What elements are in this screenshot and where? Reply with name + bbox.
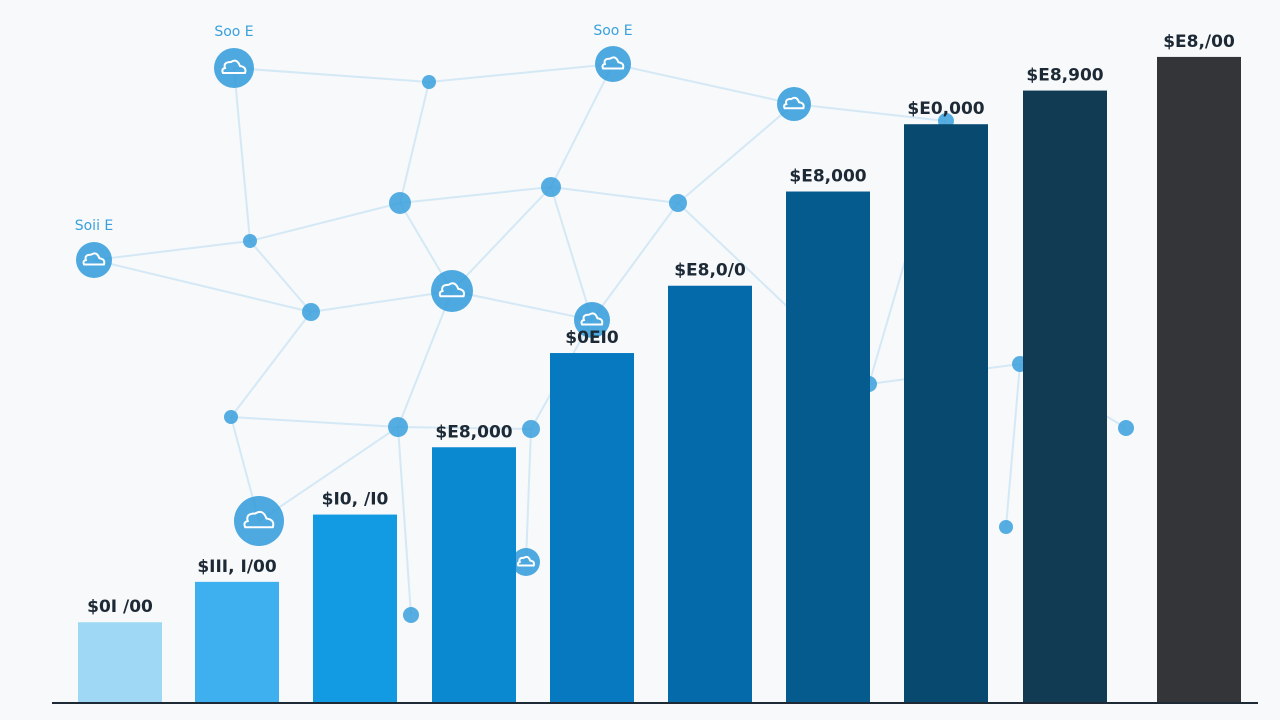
network-link bbox=[230, 416, 399, 428]
cloud-node-icon bbox=[214, 48, 254, 88]
cloud-node-icon bbox=[595, 46, 631, 82]
bar-8 bbox=[904, 124, 988, 704]
cloud-icon bbox=[601, 56, 625, 70]
cloud-node-icon bbox=[76, 242, 112, 278]
cloud-node-icon bbox=[512, 548, 540, 576]
network-node bbox=[541, 177, 561, 197]
bar-value-label-2: $III, I/00 bbox=[197, 557, 277, 577]
network-link bbox=[550, 186, 679, 204]
network-link bbox=[233, 67, 430, 83]
network-link bbox=[230, 311, 312, 418]
network-link bbox=[451, 290, 593, 321]
network-node bbox=[1118, 420, 1134, 436]
network-link bbox=[397, 426, 532, 430]
network-node bbox=[302, 303, 320, 321]
bar-value-label-6: $E8,0/0 bbox=[674, 261, 746, 281]
bar-value-label-7: $E8,000 bbox=[789, 167, 866, 187]
network-link bbox=[793, 103, 947, 122]
cloud-icon bbox=[783, 96, 805, 110]
bar-6 bbox=[668, 285, 752, 703]
bar-2 bbox=[195, 581, 279, 703]
network-link bbox=[428, 63, 614, 83]
bar-value-label-5: $0EI0 bbox=[565, 328, 619, 348]
network-node bbox=[243, 234, 257, 248]
cloud-icon bbox=[438, 282, 466, 298]
network-node bbox=[224, 410, 238, 424]
network-link bbox=[399, 186, 552, 204]
network-link bbox=[258, 426, 399, 522]
network-label-3: Soii E bbox=[75, 218, 114, 234]
network-node bbox=[388, 417, 408, 437]
bar-value-label-3: $I0, /I0 bbox=[322, 490, 389, 510]
network-link bbox=[612, 63, 795, 105]
network-node bbox=[403, 607, 419, 623]
bar-value-label-10: $E8,/00 bbox=[1163, 32, 1235, 52]
network-node bbox=[669, 194, 687, 212]
bar-value-label-4: $E8,000 bbox=[435, 422, 512, 442]
network-link bbox=[249, 202, 401, 242]
cloud-icon bbox=[516, 555, 536, 567]
network-link bbox=[233, 67, 251, 242]
network-link bbox=[550, 63, 614, 188]
network-link bbox=[399, 81, 430, 204]
network-node bbox=[422, 75, 436, 89]
cloud-node-icon bbox=[574, 302, 610, 338]
bar-7 bbox=[786, 191, 870, 703]
bar-3 bbox=[313, 514, 397, 703]
network-link bbox=[93, 259, 312, 313]
bar-1 bbox=[78, 622, 162, 703]
network-node bbox=[999, 520, 1013, 534]
bar-value-label-9: $E8,900 bbox=[1026, 66, 1103, 86]
network-link bbox=[249, 240, 312, 313]
cloud-node-icon bbox=[234, 496, 284, 546]
network-link bbox=[550, 186, 593, 321]
network-link bbox=[451, 186, 552, 292]
network-link bbox=[591, 202, 679, 321]
cloud-icon bbox=[82, 252, 106, 266]
network-link bbox=[397, 290, 453, 428]
cloud-icon bbox=[580, 312, 604, 326]
cloud-icon bbox=[221, 59, 247, 74]
bar-4 bbox=[432, 447, 516, 703]
bar-9 bbox=[1023, 90, 1107, 703]
bar-5 bbox=[550, 353, 634, 703]
network-link bbox=[1005, 363, 1021, 528]
network-link bbox=[310, 290, 453, 313]
network-label-1: Soo E bbox=[214, 24, 253, 40]
network-label-2: Soo E bbox=[593, 23, 632, 39]
network-node bbox=[389, 192, 411, 214]
network-link bbox=[677, 103, 795, 204]
cloud-node-icon bbox=[777, 87, 811, 121]
bar-value-label-8: $E0,000 bbox=[907, 99, 984, 119]
network-link bbox=[93, 240, 251, 261]
bars-group: $0I /00 $III, I/00 $I0, /I0 $E8,000 $0EI0 $E8… bbox=[78, 32, 1241, 704]
bar-value-label-1: $0I /00 bbox=[87, 597, 153, 617]
network-link bbox=[525, 428, 532, 563]
bar-10 bbox=[1157, 56, 1241, 704]
cloud-icon bbox=[243, 510, 275, 529]
cloud-node-icon bbox=[431, 270, 473, 312]
network-link bbox=[397, 426, 412, 616]
network-node bbox=[522, 420, 540, 438]
